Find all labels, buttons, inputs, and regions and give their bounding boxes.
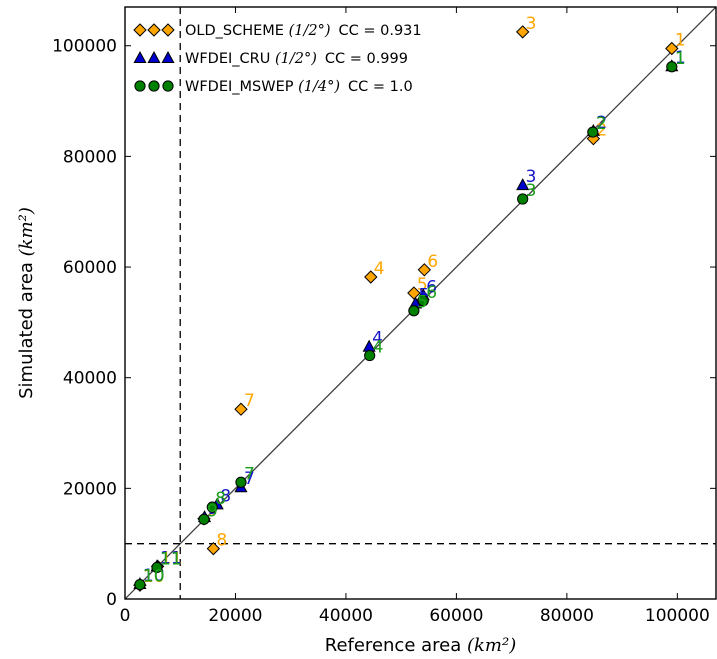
x-axis-title-unit: (km²) — [467, 635, 516, 656]
legend-cc: CC = 1.0 — [348, 79, 413, 95]
point-label: 3 — [526, 181, 537, 201]
legend-resolution: (1/4°) — [298, 79, 340, 95]
data-point — [407, 286, 421, 300]
data-point — [206, 541, 221, 556]
legend-marker — [133, 23, 147, 37]
y-tick-label: 40000 — [63, 369, 117, 389]
point-label: 7 — [244, 391, 255, 411]
legend-marker — [133, 50, 147, 63]
data-point — [417, 263, 432, 277]
data-point — [516, 178, 530, 191]
legend-label: WFDEI_CRU (1/2°) CC = 0.999 — [185, 51, 408, 67]
legend: OLD_SCHEME (1/2°) CC = 0.931 WFDEI_CRU (1/… — [133, 23, 422, 95]
legend-series-name: OLD_SCHEME — [185, 23, 289, 39]
x-tick-label: 0 — [120, 606, 131, 626]
point-label: 5 — [417, 275, 428, 295]
point-label: 4 — [374, 259, 385, 279]
point-label: 6 — [426, 277, 437, 297]
y-tick-label: 20000 — [63, 479, 117, 499]
legend-cc: CC = 0.999 — [325, 51, 408, 67]
point-label: 2 — [596, 121, 607, 141]
point-label: 8 — [216, 531, 227, 551]
data-point — [151, 561, 163, 574]
data-point — [364, 270, 378, 284]
legend-marker — [161, 50, 175, 63]
point-label: 9 — [207, 501, 218, 521]
point-label: 8 — [220, 486, 231, 506]
legend-marker — [147, 23, 161, 37]
point-label: 4 — [372, 329, 383, 349]
data-point — [134, 579, 146, 591]
point-label: 5 — [417, 293, 428, 313]
data-point — [515, 25, 530, 39]
legend-cc: CC = 0.931 — [339, 23, 422, 39]
legend-marker — [148, 80, 160, 92]
point-label: 3 — [526, 14, 537, 34]
x-tick-label: 100000 — [645, 606, 710, 626]
point-label: 6 — [426, 283, 437, 303]
legend-series-name: WFDEI_MSWEP — [185, 79, 298, 95]
legend-marker — [147, 50, 161, 63]
data-point — [408, 305, 420, 317]
data-point — [666, 61, 678, 73]
point-label: 1 — [675, 49, 686, 69]
data-point — [364, 349, 376, 362]
point-label: 4 — [373, 338, 384, 358]
legend-entry: WFDEI_CRU (1/2°) CC = 0.999 — [133, 50, 408, 67]
x-tick-label: 20000 — [208, 606, 262, 626]
point-label: 10 — [143, 567, 165, 587]
legend-label: WFDEI_MSWEP (1/4°) CC = 1.0 — [185, 79, 413, 95]
x-axis-title-text: Reference area — [325, 635, 467, 656]
point-label: 11 — [160, 548, 182, 568]
data-point — [234, 402, 248, 416]
x-axis-title: Reference area (km²) — [325, 635, 516, 656]
point-label: 2 — [596, 114, 607, 134]
legend-marker — [134, 80, 146, 92]
point-label: 6 — [427, 252, 438, 272]
point-label: 7 — [244, 464, 255, 484]
legend-resolution: (1/2°) — [275, 51, 317, 67]
data-point — [587, 126, 599, 138]
axes: 0 20000 40000 60000 80000 100000 0 20000 40000 60… — [16, 6, 717, 656]
y-tick-label: 80000 — [63, 147, 117, 167]
point-label: 11 — [161, 548, 183, 568]
legend-entry: OLD_SCHEME (1/2°) CC = 0.931 — [133, 23, 422, 39]
x-tick-label: 40000 — [319, 606, 373, 626]
plot-frame — [124, 6, 717, 600]
point-label: 1 — [675, 48, 686, 68]
x-tick-label: 80000 — [540, 606, 594, 626]
data-point — [235, 476, 247, 488]
data-point — [665, 41, 679, 56]
y-tick-label: 100000 — [52, 37, 117, 57]
data-point — [206, 501, 218, 513]
legend-marker — [161, 23, 175, 37]
data-point — [417, 295, 429, 307]
legend-marker — [162, 80, 174, 92]
legend-series-name: WFDEI_CRU — [185, 51, 275, 67]
y-axis-title-text: Simulated area — [16, 256, 37, 399]
y-axis-title-unit: (km²) — [16, 207, 37, 256]
data-point — [198, 513, 210, 525]
plot-area: 123456789101112345678910111234567891011 — [125, 7, 716, 599]
point-label: 3 — [526, 167, 537, 187]
point-label: 8 — [215, 489, 226, 509]
y-tick-label: 60000 — [63, 258, 117, 278]
y-axis-title: Simulated area (km²) — [16, 207, 37, 399]
point-label: 7 — [244, 469, 255, 489]
point-label: 11 — [160, 549, 182, 569]
legend-entry: WFDEI_MSWEP (1/4°) CC = 1.0 — [134, 79, 413, 95]
legend-resolution: (1/2°) — [289, 23, 331, 39]
legend-label: OLD_SCHEME (1/2°) CC = 0.931 — [185, 23, 422, 39]
point-label: 1 — [675, 30, 686, 50]
y-tick-label: 0 — [106, 590, 117, 610]
point-label: 2 — [596, 113, 607, 133]
x-tick-label: 60000 — [429, 606, 483, 626]
data-point — [517, 193, 529, 205]
